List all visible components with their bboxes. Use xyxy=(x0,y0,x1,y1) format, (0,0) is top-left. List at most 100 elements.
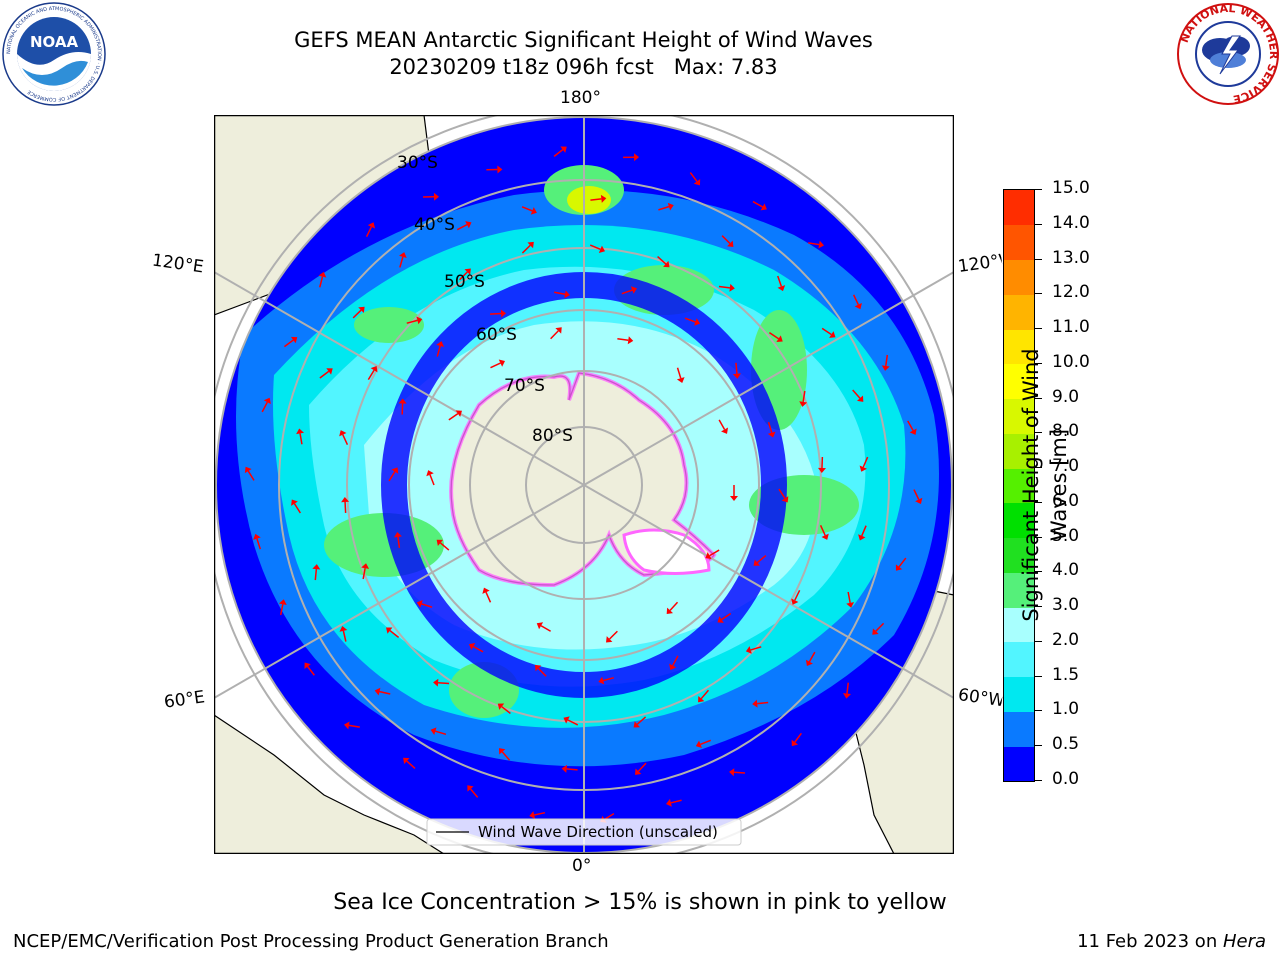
wave-arrow-head xyxy=(606,636,613,643)
map-subtitle: 20230209 t18z 096h fcst Max: 7.83 xyxy=(389,55,778,79)
colorbar-segment xyxy=(1004,259,1034,295)
wave-arrow-shaft xyxy=(821,327,832,336)
wave-arrow-head xyxy=(858,534,866,541)
wave-arrow-head xyxy=(416,600,423,608)
colorbar-tick-mark xyxy=(1034,536,1042,538)
wave-arrow-head xyxy=(468,643,476,651)
wave-arrow-shaft xyxy=(670,799,682,804)
wave-arrow-shaft xyxy=(898,557,907,568)
colorbar-tick-mark xyxy=(1034,397,1042,399)
wave-arrow-head xyxy=(467,785,474,792)
lat-label-40s: 40°S xyxy=(414,215,455,235)
wave-arrow-head xyxy=(374,687,381,696)
wave-arrow-shaft xyxy=(718,285,730,289)
wave-arrow-head xyxy=(433,678,439,687)
wind-wave-arrows xyxy=(244,146,923,823)
wave-arrow-shaft xyxy=(534,811,546,816)
colorbar-segment xyxy=(1004,572,1034,608)
wave-arrow-head xyxy=(534,664,542,672)
wave-arrow-shaft xyxy=(907,420,914,431)
colorbar-segment xyxy=(1004,224,1034,260)
wave-arrow-shaft xyxy=(406,760,416,770)
wave-arrow-shaft xyxy=(379,690,391,695)
wave-arrow-shaft xyxy=(472,645,484,653)
wave-arrow-head xyxy=(854,303,862,310)
wave-arrow-head xyxy=(717,616,724,623)
wave-arrow-head xyxy=(817,467,826,474)
lon-label-60e: 60°E xyxy=(162,687,207,713)
wave-arrow-shaft xyxy=(342,434,349,445)
nws-logo: NATIONAL WEATHER SERVICE xyxy=(1176,2,1280,106)
wave-arrow-shaft xyxy=(621,289,633,295)
wave-arrow-shaft xyxy=(406,319,418,324)
wave-arrow-head xyxy=(635,768,642,775)
colorbar-tick-mark xyxy=(1034,780,1042,781)
wave-arrow-shaft xyxy=(293,503,302,514)
wave-arrow-head xyxy=(730,496,738,501)
wave-arrow-head xyxy=(465,221,472,229)
wave-arrow-shaft xyxy=(365,226,373,238)
wave-arrow-head xyxy=(370,365,378,373)
wave-arrow-head xyxy=(399,252,407,258)
lat-label-30s: 30°S xyxy=(397,153,438,173)
wave-arrow-head xyxy=(497,165,503,174)
lat-label-60s: 60°S xyxy=(476,325,517,345)
wave-arrow-head xyxy=(791,598,799,605)
wave-arrow-head xyxy=(291,499,298,506)
colorbar-tick-label: 2.0 xyxy=(1052,629,1080,650)
wave-arrow-shaft xyxy=(540,625,551,632)
wave-arrow-head xyxy=(745,646,752,654)
colorbar-tick-label: 13.0 xyxy=(1052,247,1090,268)
wave-arrow-head xyxy=(693,178,701,186)
wave-arrow-shaft xyxy=(768,331,779,340)
wave-arrow-head xyxy=(498,359,505,367)
wave-arrow-head xyxy=(732,373,741,379)
lat-label-80s: 80°S xyxy=(532,426,573,446)
lon-label-120w: 120°W xyxy=(956,251,1004,277)
wave-arrow-head xyxy=(343,721,350,730)
colorbar-segment xyxy=(1004,363,1034,400)
wave-arrow-head xyxy=(426,470,434,477)
wave-arrow-head xyxy=(455,410,463,417)
wave-arrow-shaft xyxy=(885,354,889,366)
wave-arrow-shaft xyxy=(672,655,679,666)
wave-arrow-shaft xyxy=(589,244,601,251)
wave-arrow-head xyxy=(244,466,252,474)
wave-arrow-head xyxy=(598,676,605,685)
wave-arrow-head xyxy=(752,699,758,708)
wave-arrow-shaft xyxy=(521,244,531,254)
wave-arrow-head xyxy=(760,203,767,211)
wave-arrow-shaft xyxy=(550,330,559,340)
colorbar-tick-label: 4.0 xyxy=(1052,560,1080,581)
wave-arrow-shaft xyxy=(718,419,726,430)
colorbar-tick-label: 8.0 xyxy=(1052,421,1080,442)
wave-arrow-shaft xyxy=(767,421,773,433)
wave-arrow-head xyxy=(753,559,760,566)
wave-arrow-shaft xyxy=(802,390,806,402)
wave-arrow-head xyxy=(843,693,851,699)
wave-arrow-shaft xyxy=(348,724,360,728)
wave-arrow-head xyxy=(857,395,864,402)
noaa-logo: NATIONAL OCEANIC AND ATMOSPHERIC ADMINIS… xyxy=(2,2,106,106)
wave-arrow-head xyxy=(482,587,490,594)
africa-land xyxy=(214,714,446,854)
lon-label-0: 0° xyxy=(572,856,592,876)
wave-arrow-head xyxy=(527,241,534,249)
wave-arrow-shaft xyxy=(319,370,330,379)
wave-arrow-shaft xyxy=(319,276,324,288)
colorbar-segment xyxy=(1004,607,1034,643)
wave-arrow-head xyxy=(312,564,321,570)
wave-arrow-shaft xyxy=(388,471,396,482)
wave-arrow-head xyxy=(693,318,701,326)
wave-arrow-head xyxy=(393,531,402,538)
wave-arrow-head xyxy=(776,335,783,343)
wave-arrow-head xyxy=(433,192,439,201)
colorbar-tick-mark xyxy=(1034,432,1042,434)
wave-arrow-shaft xyxy=(367,369,375,381)
colorbar-tick-label: 0.0 xyxy=(1052,769,1080,789)
wave-arrow-shaft xyxy=(819,525,826,536)
wave-arrow-shaft xyxy=(399,256,404,268)
wave-arrow-shaft xyxy=(721,235,731,244)
wave-arrow-head xyxy=(563,716,570,724)
colorbar-segment xyxy=(1004,329,1034,365)
